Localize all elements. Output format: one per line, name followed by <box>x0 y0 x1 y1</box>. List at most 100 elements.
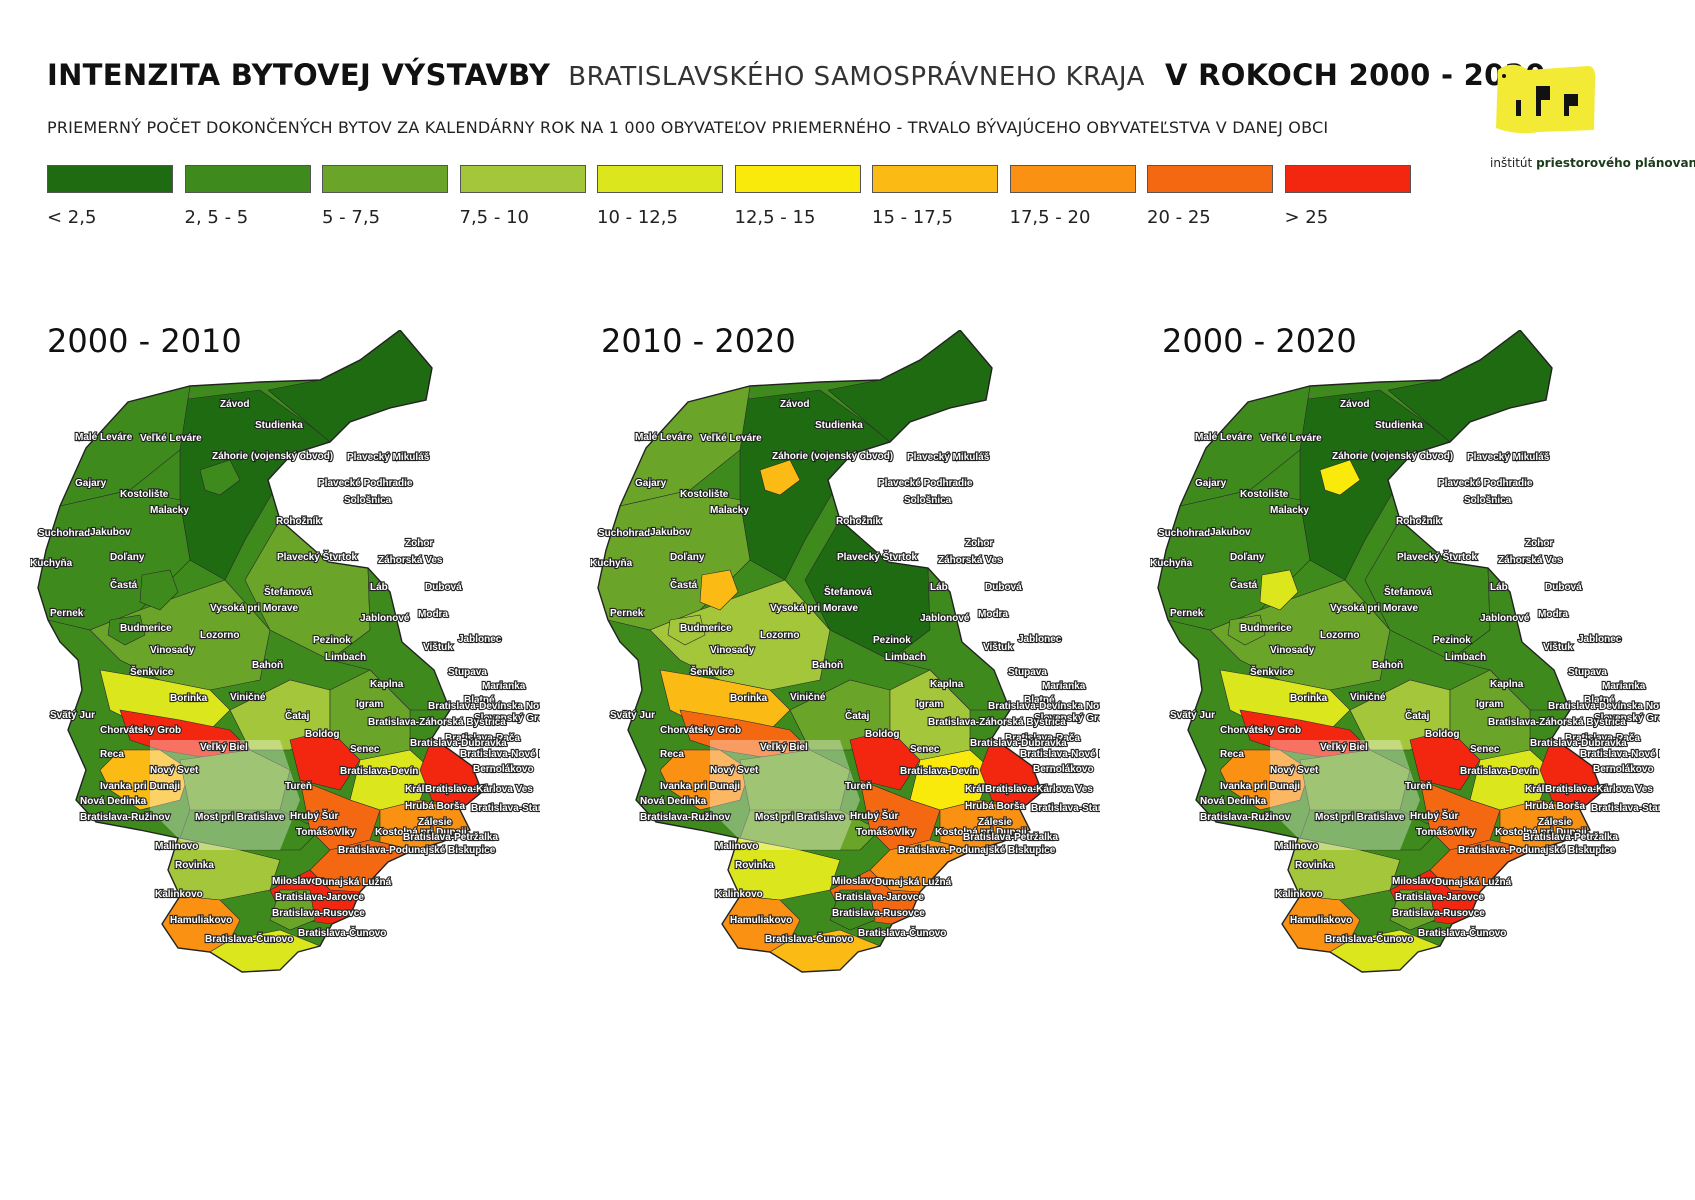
place-label: Kráľová pri Senci <box>405 784 488 795</box>
place-label: Láb <box>370 582 388 593</box>
place-label: Vinosady <box>150 645 195 656</box>
place-label: Pezinok <box>873 635 911 646</box>
place-label: Budmerice <box>680 623 732 634</box>
place-label: Slovenský Grob <box>1034 713 1100 724</box>
legend-swatch <box>734 165 861 193</box>
place-label: Hrubý Šúr <box>1410 809 1458 822</box>
place-label: Miloslavov <box>832 876 884 887</box>
place-label: Boldog <box>1425 729 1459 740</box>
place-label: Borinka <box>1290 693 1328 704</box>
place-label: Záhorie (vojenský obvod) <box>772 451 893 462</box>
place-label: Studienka <box>815 420 863 431</box>
place-label: Bratislava-Staré Mesto <box>1031 803 1100 814</box>
legend-swatch <box>184 165 311 193</box>
municipality-polygon <box>659 749 751 811</box>
place-label: Nový Svet <box>710 765 759 776</box>
municipality-polygon <box>99 749 191 811</box>
place-label: Bratislava-Záhorská Bystrica <box>368 717 506 728</box>
urban-area <box>710 740 860 850</box>
place-label: Vištuk <box>983 642 1013 653</box>
place-label: Ivanka pri Dunaji <box>660 781 740 792</box>
place-label: Malacky <box>150 505 189 516</box>
legend-swatch <box>1284 165 1411 193</box>
legend-label: 20 - 25 <box>1147 207 1211 228</box>
place-label: Bratislava-Ružinov <box>1200 812 1290 823</box>
place-label: Bratislava-Staré Mesto <box>471 803 540 814</box>
place-label: Vlky <box>895 827 916 838</box>
place-label: Stupava <box>448 667 487 678</box>
place-label: Suchohrad <box>38 528 90 539</box>
place-label: Jablonové <box>1480 613 1530 624</box>
municipality-polygon <box>739 809 881 851</box>
place-label: Doľany <box>1230 552 1265 563</box>
place-label: Vištuk <box>423 642 453 653</box>
place-label: Viničné <box>790 692 826 703</box>
place-label: Bratislava-Devín <box>900 766 978 777</box>
place-label: Senec <box>350 744 380 755</box>
place-label: Most pri Bratislave <box>195 812 285 823</box>
legend-item: 10 - 12,5 <box>597 165 727 228</box>
place-label: Ivanka pri Dunaji <box>1220 781 1300 792</box>
map-2010-2020: Závod Studienka Malé Leváre Veľké Leváre Záh… <box>590 330 1100 973</box>
place-label: Vysoká pri Morave <box>770 603 858 614</box>
place-label: Pezinok <box>313 635 351 646</box>
place-label: Marianka <box>482 681 526 692</box>
place-label: Slovenský Grob <box>1594 713 1660 724</box>
municipality-polygon <box>759 459 801 496</box>
place-label: Bratislava-Petržalka <box>963 832 1058 843</box>
legend-swatch <box>1147 165 1273 193</box>
place-label: Bratislava-Čunovo <box>298 926 386 939</box>
place-label: Marianka <box>1042 681 1086 692</box>
urban-area <box>1270 740 1420 850</box>
legend-item: 2, 5 - 5 <box>184 165 315 228</box>
place-label: Bratislava-Dúbravka <box>970 738 1067 749</box>
place-label: Jakubov <box>90 527 131 538</box>
place-label: Ivanka pri Dunaji <box>100 781 180 792</box>
region-outline <box>1157 330 1603 973</box>
place-label: Kostolná pri Dunaji <box>935 827 1027 838</box>
place-label: Bratislava-Rusovce <box>832 908 925 919</box>
place-label: Vlky <box>335 827 356 838</box>
place-label: Šenkvice <box>1250 665 1294 678</box>
legend-label: > 25 <box>1284 207 1329 228</box>
place-label: Vištuk <box>1543 642 1573 653</box>
place-label: Tureň <box>285 781 312 792</box>
legend-item: 15 - 17,5 <box>872 165 1002 228</box>
place-label: Rohožník <box>1396 516 1441 527</box>
place-label: Rohožník <box>836 516 881 527</box>
place-label: Blatné <box>1024 695 1055 706</box>
place-label: Dunajská Lužná <box>875 877 952 888</box>
legend-label: 5 - 7,5 <box>322 207 381 228</box>
place-label: Bratislava-Dúbravka <box>410 738 507 749</box>
map-2000-2020: Závod Studienka Malé Leváre Veľké Leváre Záh… <box>1150 330 1660 973</box>
place-label: Doľany <box>110 552 145 563</box>
legend-item: 7,5 - 10 <box>459 165 590 228</box>
place-label: Záhorská Ves <box>378 555 443 566</box>
legend-label: 2, 5 - 5 <box>184 207 249 228</box>
place-label: Plavecký Štvrtok <box>277 550 357 563</box>
place-label: Bratislava-Rača <box>1005 733 1080 744</box>
place-label: Štefanová <box>264 585 312 598</box>
place-label: Dubová <box>425 582 462 593</box>
place-label: Bratislava-Karlova Ves <box>425 784 533 795</box>
municipality-polygon <box>699 569 739 611</box>
place-label: Hamuliakovo <box>1290 915 1352 926</box>
place-label: Most pri Bratislave <box>755 812 845 823</box>
place-label: Blatné <box>464 695 495 706</box>
place-label: Pernek <box>1170 608 1204 619</box>
place-label: Hrubý Šúr <box>290 809 338 822</box>
place-label: Svätý Jur <box>50 710 95 721</box>
place-label: Malacky <box>710 505 749 516</box>
place-label: Závod <box>220 399 249 410</box>
place-label: Vysoká pri Morave <box>1330 603 1418 614</box>
place-label: Limbach <box>325 652 366 663</box>
place-label: Zálesie <box>1538 817 1572 828</box>
place-label: Plavecké Podhradie <box>318 478 413 489</box>
legend-swatch <box>47 165 173 193</box>
place-label: Borinka <box>170 693 208 704</box>
place-label: Nový Svet <box>1270 765 1319 776</box>
place-label: Kuchyňa <box>1150 558 1193 569</box>
place-label: Chorvátsky Grob <box>100 725 181 736</box>
place-label: Záhorská Ves <box>938 555 1003 566</box>
place-label: Bratislava-Petržalka <box>403 832 498 843</box>
